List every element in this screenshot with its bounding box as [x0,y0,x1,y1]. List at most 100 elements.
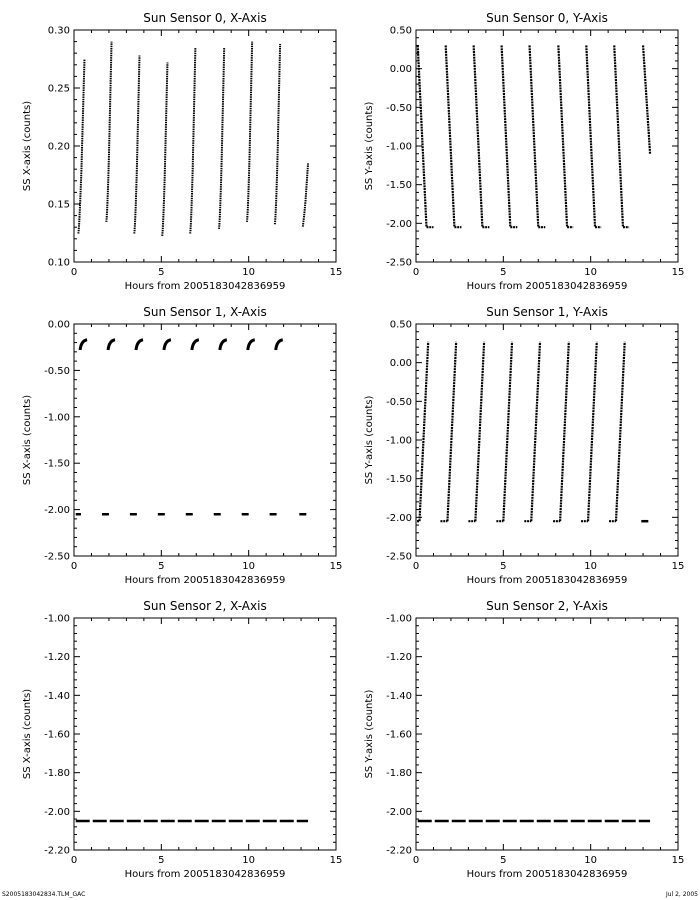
data-segment-6 [246,338,256,351]
chart-title: Sun Sensor 1, X-Axis [143,305,266,319]
y-axis-label: SS Y-axis (counts) [364,395,375,484]
y-tick-label: -2.50 [386,258,412,269]
y-tick-label: 0.50 [390,26,412,37]
y-tick-label: -2.00 [386,219,412,230]
x-axis-label: Hours from 2005183042836959 [467,281,628,292]
y-tick-label: -1.80 [44,768,70,779]
y-tick-label: -0.50 [386,397,412,408]
x-tick-label: 5 [158,267,164,278]
data-segment-1 [106,338,116,351]
y-tick-label: -2.20 [44,846,70,857]
y-tick-label: -1.60 [44,730,70,741]
data-segment-3 [500,45,512,228]
x-tick-label: 10 [242,561,255,572]
data-segment-1 [444,45,456,228]
y-tick-label: -2.00 [386,513,412,524]
y-tick-label: -1.00 [44,412,70,423]
chart-panel-5: Sun Sensor 2, Y-Axis 0 5 10 15 -2.20 -2.00 -1.8… [364,599,684,880]
data-segment-1 [105,41,113,223]
data-segment-8 [301,163,310,227]
y-tick-label: 0.50 [390,320,412,331]
y-tick-label: -1.00 [386,614,412,625]
y-axis-label: SS X-axis (counts) [22,101,33,191]
data-segment-4 [528,45,540,228]
y-tick-label: -1.40 [44,691,70,702]
x-tick-label: 10 [242,855,255,866]
data-segment-5 [557,45,569,228]
data-segment-7 [613,45,625,228]
data-segment-1 [446,341,458,522]
data-segment-4 [189,47,197,234]
data-series [77,41,310,236]
source-file-label: S2005183042834.TLM_GAC [2,891,86,898]
data-segment-2 [474,341,486,522]
x-tick-label: 15 [672,855,685,866]
data-segment-5 [218,338,228,351]
data-segment-0 [78,338,88,351]
x-axis-label: Hours from 2005183042836959 [467,575,628,586]
y-tick-label: -2.00 [44,505,70,516]
data-segment-2 [472,45,484,228]
y-tick-label: -1.20 [44,652,70,663]
y-tick-label: -1.50 [386,474,412,485]
data-segment-2 [133,55,141,234]
data-series [416,45,652,229]
y-tick-label: -1.50 [386,180,412,191]
y-tick-label: -1.00 [386,142,412,153]
y-tick-label: -2.00 [386,807,412,818]
y-tick-label: -1.20 [386,652,412,663]
data-segment-6 [586,341,598,522]
data-segment-7 [274,338,284,351]
y-axis-label: SS Y-axis (counts) [364,101,375,190]
plot-frame [73,617,337,851]
data-segment-4 [190,338,200,351]
y-axis-label: SS X-axis (counts) [22,689,33,779]
y-tick-label: -1.00 [386,436,412,447]
y-tick-label: -2.50 [386,552,412,563]
y-axis-label: SS Y-axis (counts) [364,689,375,778]
data-segment-6 [585,45,597,228]
x-axis-label: Hours from 2005183042836959 [467,869,628,880]
x-tick-label: 5 [500,267,506,278]
data-segment-3 [502,341,514,522]
y-tick-label: 0.00 [390,64,412,75]
x-tick-label: 10 [242,267,255,278]
data-segment-0 [77,58,86,234]
x-tick-label: 5 [500,855,506,866]
x-tick-label: 0 [413,561,419,572]
y-tick-label: 0.15 [48,200,70,211]
data-series [417,341,649,523]
y-tick-label: -2.20 [386,846,412,857]
data-segment-4 [530,341,542,522]
y-tick-label: -1.50 [44,459,70,470]
plot-frame [73,323,337,557]
date-label: Jul 2, 2005 [665,891,698,898]
x-tick-label: 5 [158,855,164,866]
y-tick-label: 0.00 [390,358,412,369]
y-tick-label: -0.50 [386,103,412,114]
y-tick-label: -1.60 [386,730,412,741]
chart-title: Sun Sensor 2, X-Axis [143,599,266,613]
y-axis-label: SS X-axis (counts) [22,395,33,485]
x-tick-label: 0 [413,267,419,278]
data-segment-3 [162,338,172,351]
x-tick-label: 10 [584,855,597,866]
plot-frame [415,617,679,851]
data-segment-5 [217,47,226,230]
data-segment-0 [418,341,430,522]
y-tick-label: 0.20 [48,142,70,153]
y-tick-label: -2.50 [44,552,70,563]
x-tick-label: 5 [500,561,506,572]
x-tick-label: 10 [584,267,597,278]
y-tick-label: -2.00 [44,807,70,818]
data-segment-3 [161,62,169,236]
x-tick-label: 5 [158,561,164,572]
x-axis-label: Hours from 2005183042836959 [125,575,286,586]
y-tick-label: 0.10 [48,258,70,269]
data-segment-0 [416,45,428,228]
chart-panel-0: Sun Sensor 0, X-Axis 0 5 10 15 0.10 0.15 0.20 0.… [22,11,342,292]
data-segment-5 [559,341,570,522]
chart-title: Sun Sensor 0, X-Axis [143,11,266,25]
x-tick-label: 0 [71,855,77,866]
